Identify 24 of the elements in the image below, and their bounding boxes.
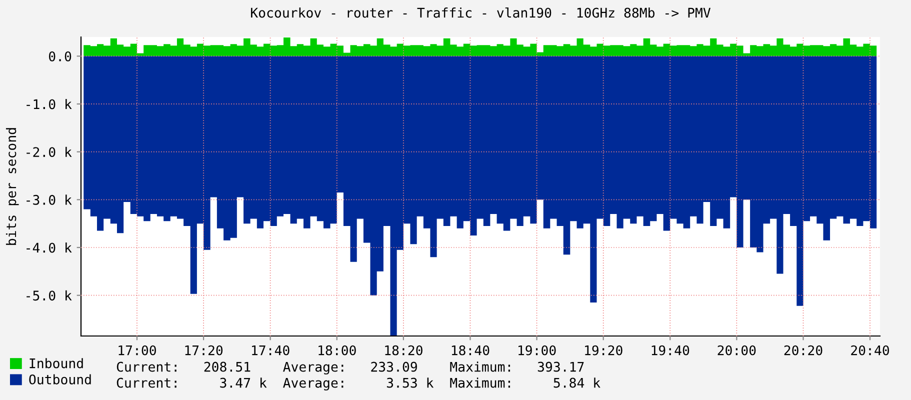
x-tick-label: 17:20: [185, 345, 223, 356]
x-tick-label: 18:20: [385, 345, 422, 356]
x-tick-label: 20:40: [851, 345, 890, 356]
y-tick-label: 0.0: [49, 51, 72, 62]
legend-label: Outbound: [29, 374, 91, 384]
y-tick-label: -4.0 k: [26, 242, 72, 253]
y-tick-label: -5.0 k: [26, 290, 72, 301]
x-tick-label: 20:20: [784, 345, 822, 356]
x-tick-label: 20:00: [718, 345, 756, 356]
text: Current: 208.51 Average: 233.09 Maximum: 393.17: [116, 362, 584, 374]
x-tick-label: 17:00: [118, 345, 156, 356]
chart-title: Kocourkov - router - Traffic - vlan190 - 10GHz 88Mb -> PMV: [251, 7, 711, 18]
y-axis-title: bits per second: [6, 128, 19, 245]
x-tick-label: 18:00: [318, 345, 356, 356]
y-tick-label: -3.0 k: [26, 194, 72, 205]
y-tick-label: -1.0 k: [26, 99, 72, 110]
legend-label: Inbound: [30, 358, 83, 368]
x-tick-label: 19:40: [652, 345, 690, 356]
text: Current: 3.47 k Average: 3.53 k Maximum: 5.84 k: [116, 378, 600, 390]
y-tick-label: -2.0 k: [26, 146, 72, 158]
x-tick-label: 19:20: [585, 345, 622, 356]
x-tick-label: 19:00: [518, 345, 556, 356]
x-tick-label: 17:40: [252, 345, 290, 356]
x-tick-label: 18:40: [452, 345, 490, 356]
